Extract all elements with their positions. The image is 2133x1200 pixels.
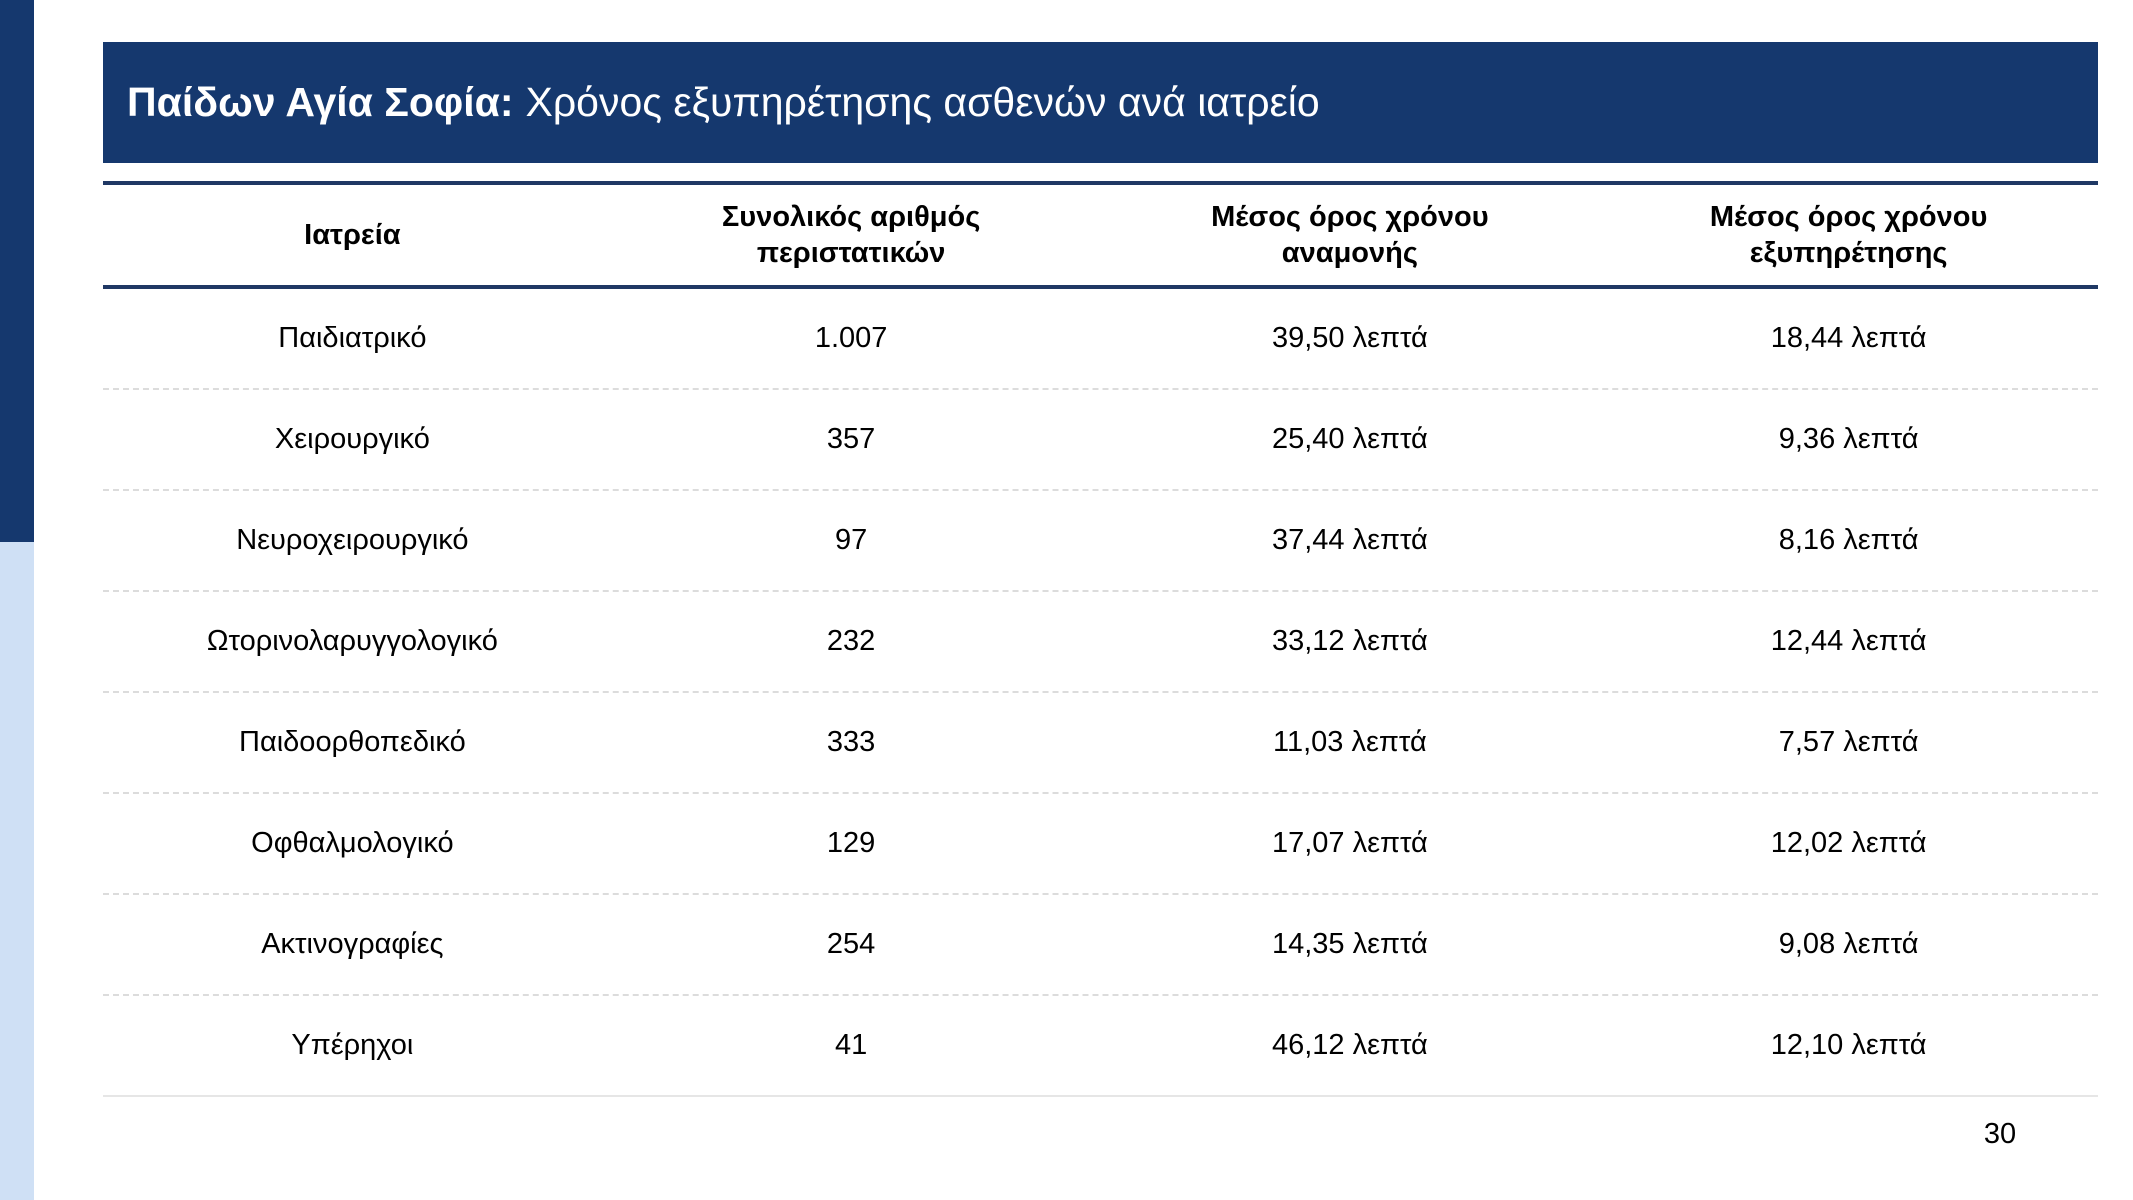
table-cell: 41	[834, 1029, 868, 1061]
table-cell: 333	[826, 726, 876, 758]
table-row: Παιδοορθοπεδικό 333 11,03 λεπτά 7,57 λεπτά	[103, 693, 2098, 794]
table-row: Χειρουργικό 357 25,40 λεπτά 9,36 λεπτά	[103, 390, 2098, 491]
table-cell: Υπέρηχοι	[291, 1029, 414, 1061]
table-cell: 1.007	[814, 322, 888, 354]
table-cell: 12,44 λεπτά	[1770, 625, 1927, 657]
service-time-table: Ιατρεία Συνολικός αριθμός περιστατικών Μ…	[103, 181, 2098, 1097]
table-body: Παιδιατρικό 1.007 39,50 λεπτά 18,44 λεπτά Χε…	[103, 289, 2098, 1097]
table-cell: 12,10 λεπτά	[1770, 1029, 1927, 1061]
table-cell: Χειρουργικό	[274, 423, 430, 455]
table-row: Ακτινογραφίες 254 14,35 λεπτά 9,08 λεπτά	[103, 895, 2098, 996]
slide-title-banner: Παίδων Αγία Σοφία: Χρόνος εξυπηρέτησης α…	[103, 42, 2098, 163]
table-cell: Ακτινογραφίες	[261, 928, 444, 960]
table-cell: 254	[826, 928, 876, 960]
table-cell: 14,35 λεπτά	[1271, 928, 1428, 960]
table-cell: Ωτορινολαρυγγολογικό	[206, 625, 498, 657]
table-cell: Παιδοορθοπεδικό	[239, 726, 466, 758]
slide-title-subject: Χρόνος εξυπηρέτησης ασθενών ανά ιατρείο	[525, 78, 1320, 125]
table-cell: Οφθαλμολογικό	[251, 827, 454, 859]
table-cell: 39,50 λεπτά	[1271, 322, 1428, 354]
left-accent-bar-navy	[0, 0, 34, 542]
table-cell: 97	[834, 524, 868, 556]
table-row: Υπέρηχοι 41 46,12 λεπτά 12,10 λεπτά	[103, 996, 2098, 1097]
table-cell: Νευροχειρουργικό	[236, 524, 469, 556]
table-cell: 9,08 λεπτά	[1778, 928, 1919, 960]
table-cell: 11,03 λεπτά	[1273, 726, 1427, 758]
table-header-row: Ιατρεία Συνολικός αριθμός περιστατικών Μ…	[103, 181, 2098, 289]
column-header-total-cases: Συνολικός αριθμός περιστατικών	[721, 200, 981, 269]
table-cell: 7,57 λεπτά	[1778, 726, 1919, 758]
table-cell: 9,36 λεπτά	[1778, 423, 1919, 455]
column-header-avg-service-time: Μέσος όρος χρόνου εξυπηρέτησης	[1709, 200, 1988, 269]
table-row: Ωτορινολαρυγγολογικό 232 33,12 λεπτά 12,44 …	[103, 592, 2098, 693]
table-cell: 8,16 λεπτά	[1778, 524, 1919, 556]
column-header-clinics: Ιατρεία	[304, 218, 401, 251]
table-cell: 37,44 λεπτά	[1271, 524, 1428, 556]
table-cell: 232	[826, 625, 876, 657]
table-cell: 25,40 λεπτά	[1271, 423, 1428, 455]
table-row: Οφθαλμολογικό 129 17,07 λεπτά 12,02 λεπτά	[103, 794, 2098, 895]
table-row: Παιδιατρικό 1.007 39,50 λεπτά 18,44 λεπτά	[103, 289, 2098, 390]
table-row: Νευροχειρουργικό 97 37,44 λεπτά 8,16 λεπτά	[103, 491, 2098, 592]
table-cell: 129	[826, 827, 876, 859]
table-cell: Παιδιατρικό	[278, 322, 427, 354]
slide-title-hospital-name: Παίδων Αγία Σοφία:	[127, 78, 514, 125]
table-cell: 17,07 λεπτά	[1271, 827, 1428, 859]
table-cell: 33,12 λεπτά	[1271, 625, 1428, 657]
left-accent-bar-lightblue	[0, 542, 34, 1200]
page-number: 30	[1983, 1118, 2017, 1150]
column-header-avg-wait-time: Μέσος όρος χρόνου αναμονής	[1211, 200, 1489, 269]
table-cell: 12,02 λεπτά	[1770, 827, 1927, 859]
table-cell: 18,44 λεπτά	[1770, 322, 1927, 354]
table-cell: 357	[826, 423, 876, 455]
table-cell: 46,12 λεπτά	[1271, 1029, 1428, 1061]
